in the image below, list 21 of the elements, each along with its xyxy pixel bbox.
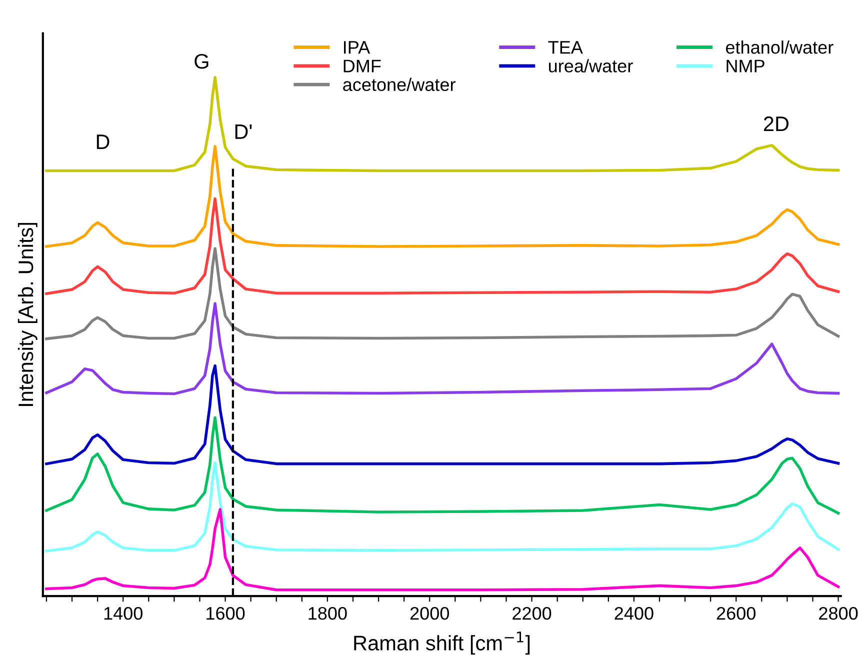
x-tick-label: 1600 xyxy=(206,606,245,620)
x-tick-label: 2600 xyxy=(716,606,756,620)
x-tick-label: 2400 xyxy=(614,606,654,620)
x-tick-label: 1800 xyxy=(308,606,347,620)
legend-label: ethanol/water xyxy=(726,40,834,54)
legend-label: TEA xyxy=(548,41,583,54)
legend-label: acetone/water xyxy=(343,78,456,92)
x-tick-label: 2000 xyxy=(410,606,449,620)
x-tick-label: 2200 xyxy=(512,606,552,620)
y-axis-title: Intensity [Arb. Units] xyxy=(18,222,38,406)
annotation: D xyxy=(96,134,110,149)
legend-label: urea/water xyxy=(549,59,633,72)
legend-label: DMF xyxy=(344,60,381,72)
x-tick-label: 2800 xyxy=(819,606,858,620)
text: G xyxy=(194,54,208,69)
x-tick-label: 1400 xyxy=(104,606,142,620)
annotation: 2D xyxy=(764,116,789,131)
legend-label: IPA xyxy=(344,41,370,54)
x-axis-title: Raman shift [cm$^{−1}$] xyxy=(354,632,530,655)
legend-label: NMP xyxy=(726,60,764,72)
annotation: D' xyxy=(235,124,252,139)
